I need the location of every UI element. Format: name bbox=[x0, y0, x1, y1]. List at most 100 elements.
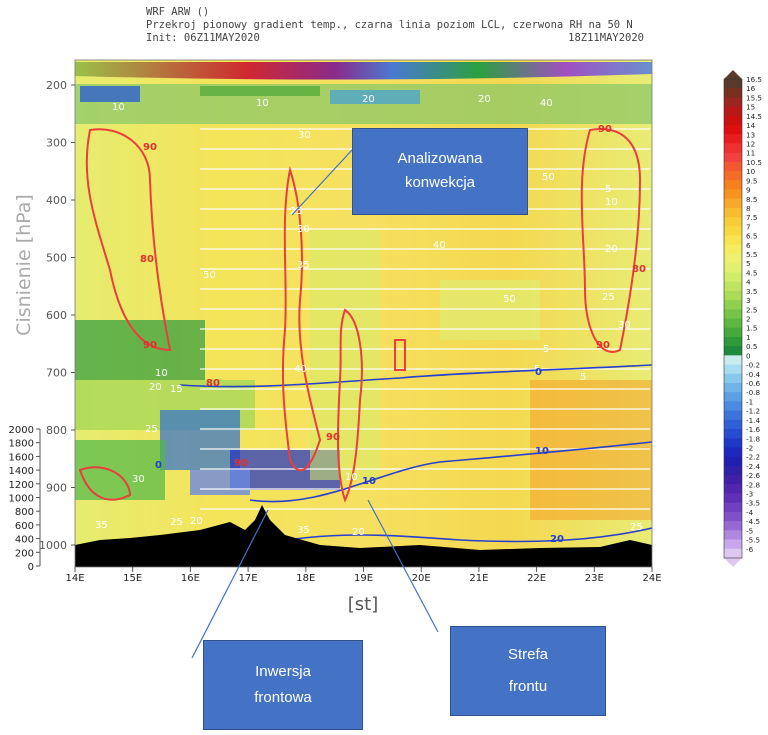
svg-text:10: 10 bbox=[605, 197, 618, 208]
y-tick-label: 1000 bbox=[39, 539, 67, 552]
svg-text:25: 25 bbox=[145, 424, 158, 435]
x-tick-label: 18E bbox=[296, 573, 315, 584]
svg-text:35: 35 bbox=[297, 525, 310, 536]
colorbar-tick-label: 11 bbox=[746, 149, 755, 158]
svg-text:5: 5 bbox=[605, 184, 611, 195]
colorbar-tick-label: -1 bbox=[746, 397, 753, 406]
colorbar-swatch bbox=[724, 226, 742, 237]
y-height-tick-label: 2000 bbox=[9, 425, 34, 436]
colorbar-tick-label: -3 bbox=[746, 490, 753, 499]
colorbar-tick-label: -0.8 bbox=[746, 388, 760, 397]
colorbar-tick-label: 7.5 bbox=[746, 213, 757, 222]
colorbar-tick-label: 6 bbox=[746, 241, 751, 250]
svg-text:10: 10 bbox=[256, 98, 269, 109]
colorbar-swatch bbox=[724, 327, 742, 338]
colorbar-tick-label: 10.5 bbox=[746, 158, 762, 167]
svg-text:30: 30 bbox=[297, 224, 310, 235]
x-tick-label: 21E bbox=[469, 573, 488, 584]
rh-contours bbox=[78, 128, 642, 503]
svg-text:25: 25 bbox=[630, 522, 643, 533]
svg-text:35: 35 bbox=[297, 260, 310, 271]
colorbar-tick-label: 16.5 bbox=[746, 75, 762, 84]
y-height-tick-label: 1400 bbox=[9, 466, 34, 477]
colorbar-swatch bbox=[724, 355, 742, 366]
colorbar-swatch bbox=[724, 309, 742, 319]
colorbar-tick-label: 14.5 bbox=[746, 112, 762, 121]
colorbar-tick-label: 2 bbox=[746, 315, 751, 324]
y-height-tick-label: 200 bbox=[15, 548, 34, 559]
colorbar-swatch bbox=[724, 189, 742, 200]
colorbar-tick-label: 1.5 bbox=[746, 324, 757, 333]
svg-text:20: 20 bbox=[352, 527, 365, 538]
colorbar-swatch bbox=[724, 502, 742, 513]
colorbar-swatch bbox=[724, 447, 742, 458]
colorbar-swatch bbox=[724, 254, 742, 264]
colorbar-swatch bbox=[724, 318, 742, 329]
colorbar-swatch bbox=[724, 429, 742, 439]
colorbar-swatch bbox=[724, 392, 742, 402]
colorbar-swatch bbox=[724, 346, 742, 356]
y-height-tick-label: 1000 bbox=[9, 494, 34, 505]
colorbar-tick-label: -1.4 bbox=[746, 416, 760, 425]
y-height-tick-label: 400 bbox=[15, 535, 34, 546]
x-tick-label: 23E bbox=[585, 573, 604, 584]
x-tick-label: 22E bbox=[527, 573, 546, 584]
y-height-tick-label: 600 bbox=[15, 521, 34, 532]
svg-text:90: 90 bbox=[143, 340, 157, 351]
svg-text:80: 80 bbox=[140, 254, 154, 265]
colorbar-tick-label: -1.6 bbox=[746, 425, 760, 434]
callout-front-line1: Strefa bbox=[507, 646, 549, 663]
svg-text:15: 15 bbox=[170, 384, 183, 395]
x-tick-label: 24E bbox=[642, 573, 661, 584]
colorbar-tick-label: -1.8 bbox=[746, 434, 760, 443]
y-height-tick-label: 0 bbox=[28, 562, 34, 573]
svg-text:90: 90 bbox=[143, 142, 157, 153]
colorbar-tick-label: -2.6 bbox=[746, 471, 760, 480]
svg-text:90: 90 bbox=[596, 340, 610, 351]
y-height-tick-label: 800 bbox=[15, 507, 34, 518]
colorbar: 16.51615.51514.51413121110.5109.598.587.… bbox=[723, 70, 762, 567]
colorbar-swatch bbox=[724, 125, 742, 135]
x-tick-label: 19E bbox=[354, 573, 373, 584]
init-row: Init: 06Z11MAY2020 18Z11MAY2020 bbox=[146, 32, 646, 45]
colorbar-tick-label: -1.2 bbox=[746, 407, 760, 416]
colorbar-tick-label: -0.2 bbox=[746, 361, 760, 370]
colorbar-tick-label: -2.4 bbox=[746, 462, 760, 471]
svg-text:90: 90 bbox=[326, 432, 340, 443]
valid-time: 18Z11MAY2020 bbox=[568, 32, 644, 44]
svg-text:25: 25 bbox=[170, 517, 183, 528]
callout-convection-line2: konwekcja bbox=[404, 174, 476, 191]
init-time: Init: 06Z11MAY2020 bbox=[146, 32, 260, 44]
svg-text:5: 5 bbox=[580, 372, 586, 383]
callout-leaders bbox=[191, 149, 439, 659]
colorbar-tick-label: 5 bbox=[746, 259, 751, 268]
svg-text:0: 0 bbox=[535, 367, 542, 378]
colorbar-tick-label: 6.5 bbox=[746, 232, 757, 241]
svg-text:20: 20 bbox=[362, 94, 375, 105]
y-axis-label: Cisnienie [hPa] bbox=[13, 194, 35, 336]
colorbar-top-arrow bbox=[724, 70, 742, 79]
colorbar-swatch bbox=[724, 97, 742, 108]
isoline-0 bbox=[179, 364, 652, 388]
colorbar-swatch bbox=[724, 180, 742, 191]
svg-text:20: 20 bbox=[478, 94, 491, 105]
colorbar-tick-label: -0.4 bbox=[746, 370, 760, 379]
svg-text:80: 80 bbox=[632, 264, 646, 275]
y-tick-label: 600 bbox=[46, 309, 67, 322]
colorbar-swatch bbox=[724, 484, 742, 495]
colorbar-tick-label: 12 bbox=[746, 139, 755, 148]
y-tick-label: 200 bbox=[46, 79, 67, 92]
colorbar-tick-label: 1 bbox=[746, 333, 751, 342]
svg-text:10: 10 bbox=[535, 446, 549, 457]
colorbar-swatch bbox=[724, 207, 742, 218]
colorbar-swatch bbox=[724, 134, 742, 144]
svg-text:25: 25 bbox=[290, 206, 303, 217]
colorbar-tick-label: -4.5 bbox=[746, 517, 760, 526]
colorbar-tick-label: -6 bbox=[746, 545, 754, 554]
colorbar-tick-label: 4 bbox=[746, 278, 751, 287]
svg-text:20: 20 bbox=[190, 516, 203, 527]
svg-text:10: 10 bbox=[362, 476, 376, 487]
colorbar-tick-label: 0.5 bbox=[746, 342, 757, 351]
colorbar-swatch bbox=[724, 373, 742, 384]
